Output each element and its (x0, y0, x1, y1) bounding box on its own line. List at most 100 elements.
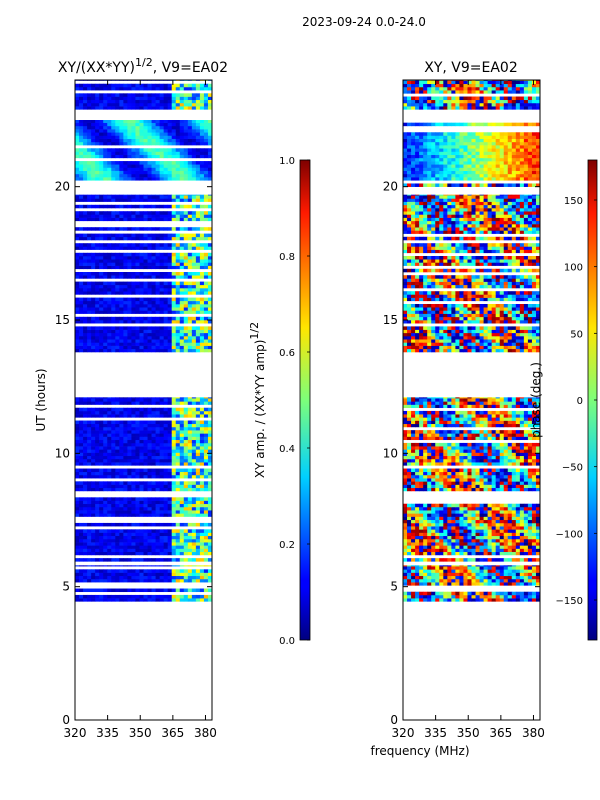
heatmap-cell (191, 497, 197, 501)
heatmap-cell (431, 572, 436, 577)
heatmap-cell (87, 342, 92, 346)
heatmap-cell (199, 297, 205, 302)
heatmap-cell (475, 503, 480, 508)
heatmap-cell (403, 478, 408, 482)
heatmap-cell (107, 506, 112, 511)
heatmap-cell (131, 522, 136, 527)
heatmap-cell (435, 572, 440, 577)
heatmap-cell (127, 148, 132, 152)
heatmap-cell (131, 122, 136, 127)
heatmap-cell (495, 506, 501, 511)
heatmap-cell (183, 532, 189, 537)
heatmap-cell (111, 320, 116, 324)
heatmap-cell (183, 132, 189, 136)
heatmap-cell (123, 513, 128, 517)
heatmap-cell (407, 484, 412, 489)
heatmap-cell (87, 487, 92, 492)
heatmap-cell (199, 575, 205, 580)
heatmap-cell (155, 462, 161, 466)
heatmap-cell (147, 332, 152, 337)
heatmap-cell (119, 397, 124, 399)
heatmap-cell (451, 582, 456, 586)
heatmap-cell (135, 455, 140, 460)
heatmap-cell (443, 487, 448, 492)
heatmap-cell (195, 233, 201, 238)
heatmap-cell (207, 300, 212, 305)
heatmap-cell (519, 572, 525, 577)
heatmap-cell (99, 138, 104, 143)
heatmap-cell (175, 442, 181, 447)
heatmap-cell (151, 211, 156, 215)
heatmap-cell (535, 478, 540, 482)
heatmap-cell (455, 526, 460, 530)
heatmap-cell (87, 132, 92, 136)
heatmap-cell (431, 591, 436, 596)
heatmap-cell (115, 339, 120, 343)
heatmap-cell (511, 487, 517, 492)
heatmap-cell (151, 198, 156, 202)
heatmap-cell (139, 468, 144, 473)
heatmap-cell (143, 510, 148, 514)
heatmap-cell (435, 522, 440, 527)
heatmap-cell (531, 484, 537, 489)
heatmap-cell (143, 272, 148, 276)
heatmap-cell (191, 426, 197, 431)
heatmap-cell (127, 96, 132, 101)
heatmap-cell (159, 259, 165, 263)
heatmap-cell (91, 170, 96, 175)
heatmap-cell (207, 217, 212, 222)
heatmap-cell (155, 598, 161, 602)
heatmap-cell (143, 594, 148, 599)
heatmap-cell (171, 316, 177, 321)
heatmap-cell (203, 471, 209, 476)
heatmap-cell (127, 426, 132, 431)
heatmap-cell (115, 129, 120, 133)
heatmap-cell (147, 500, 152, 505)
heatmap-cell (79, 430, 84, 434)
heatmap-cell (511, 598, 517, 602)
heatmap-cell (107, 342, 112, 346)
heatmap-cell (147, 217, 152, 222)
heatmap-cell (207, 572, 212, 577)
heatmap-cell (99, 320, 104, 324)
heatmap-cell (519, 551, 525, 556)
heatmap-cell (151, 565, 156, 567)
heatmap-cell (147, 503, 152, 508)
heatmap-cell (155, 99, 161, 104)
heatmap-cell (207, 233, 212, 238)
heatmap-cell (79, 439, 84, 444)
heatmap-cell (139, 481, 144, 485)
heatmap-cell (427, 558, 432, 562)
heatmap-cell (131, 265, 136, 270)
heatmap-cell (515, 575, 521, 580)
heatmap-cell (127, 93, 132, 97)
heatmap-cell (135, 125, 140, 130)
heatmap-cell (467, 548, 472, 553)
heatmap-cell (147, 125, 152, 130)
heatmap-cell (535, 526, 540, 530)
heatmap-cell (95, 102, 100, 107)
heatmap-cell (87, 198, 92, 202)
heatmap-cell (131, 300, 136, 305)
heatmap-cell (171, 300, 177, 305)
heatmap-cell (135, 122, 140, 127)
heatmap-cell (191, 129, 197, 133)
heatmap-cell (135, 575, 140, 580)
heatmap-cell (103, 326, 108, 330)
heatmap-cell (535, 582, 540, 586)
heatmap-cell (415, 510, 420, 514)
heatmap-cell (451, 566, 456, 570)
heatmap-cell (407, 591, 412, 596)
heatmap-cell (127, 329, 132, 334)
heatmap-cell (87, 288, 92, 292)
heatmap-cell (119, 484, 124, 489)
heatmap-cell (171, 410, 177, 415)
heatmap-cell (123, 320, 128, 324)
heatmap-cell (175, 532, 181, 537)
heatmap-cell (159, 132, 165, 136)
heatmap-cell (403, 551, 408, 556)
heatmap-cell (195, 426, 201, 431)
heatmap-cell (459, 569, 464, 573)
heatmap-cell (495, 532, 501, 537)
heatmap-cell (135, 227, 140, 231)
